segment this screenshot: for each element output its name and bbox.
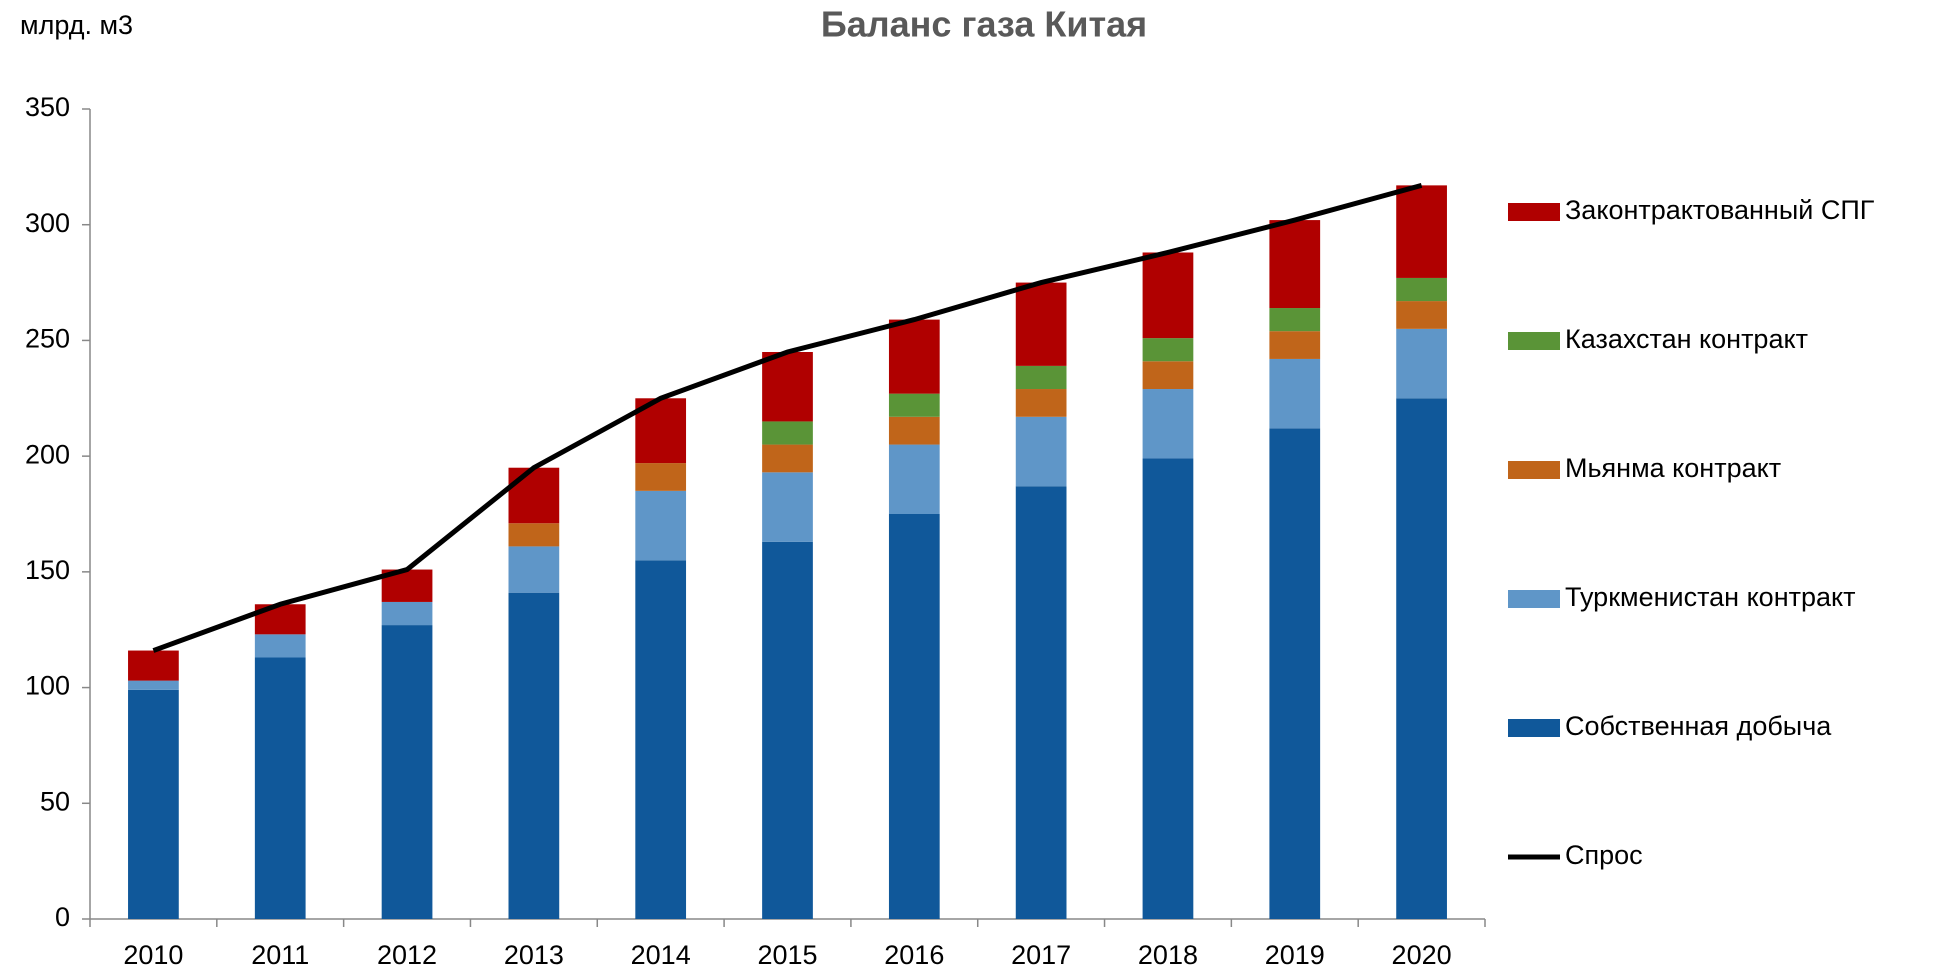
bar-segment [1269, 331, 1321, 359]
legend-label: Казахстан контракт [1565, 324, 1808, 354]
x-tick-label: 2012 [377, 940, 437, 970]
bar-segment [1269, 220, 1321, 309]
x-tick-label: 2019 [1265, 940, 1325, 970]
x-tick-label: 2018 [1138, 940, 1198, 970]
bar-segment [635, 490, 687, 561]
bar-segment [1142, 458, 1194, 919]
y-tick-label: 150 [25, 555, 70, 585]
x-tick-label: 2013 [504, 940, 564, 970]
bar-segment [128, 680, 179, 690]
bar-segment [508, 592, 560, 919]
y-tick-label: 350 [25, 92, 70, 122]
bar-segment [635, 560, 687, 919]
y-tick-label: 100 [25, 671, 70, 701]
bar-segment [1015, 389, 1067, 417]
bar-segment [1269, 308, 1321, 332]
demand-line [152, 182, 1423, 653]
x-tick-label: 2010 [123, 940, 183, 970]
legend-label: Законтрактованный СПГ [1565, 195, 1875, 225]
bar-segment [1396, 301, 1447, 329]
bar-segment [508, 523, 560, 547]
legend-label: Собственная добыча [1565, 711, 1832, 741]
bar-segment [1015, 365, 1067, 390]
bar-segment [254, 657, 306, 919]
bar-segment [1396, 277, 1447, 302]
x-tick-label: 2016 [884, 940, 944, 970]
bar-segment [635, 463, 687, 491]
legend-swatch [1508, 590, 1560, 608]
bar-segment [508, 546, 560, 593]
legend-label: Мьянма контракт [1565, 453, 1781, 483]
bar-segment [762, 352, 813, 422]
bar-segment [1142, 252, 1194, 339]
bar-segment [762, 541, 813, 919]
legend-label: Спрос [1565, 840, 1643, 870]
x-tick-label: 2020 [1392, 940, 1452, 970]
x-tick-label: 2011 [251, 940, 309, 970]
chart-title: Баланс газа Китая [821, 4, 1147, 45]
y-tick-label: 250 [25, 324, 70, 354]
bar-segment [1269, 358, 1321, 429]
y-tick-label: 200 [25, 439, 70, 469]
bar-segment [254, 634, 306, 658]
bar-segment [1396, 185, 1447, 278]
legend-swatch [1508, 332, 1560, 350]
y-tick-label: 300 [25, 208, 70, 238]
bar-segment [128, 689, 179, 919]
legend-swatch [1508, 461, 1560, 479]
bar-segment [1015, 486, 1067, 919]
bar-segment [508, 467, 560, 524]
y-axis-label: млрд. м3 [20, 10, 133, 40]
bar-segment [1015, 416, 1067, 487]
legend-swatch [1508, 203, 1560, 221]
bar-segment [1142, 361, 1194, 390]
bar-segment [128, 650, 179, 681]
legend-label: Туркменистан контракт [1565, 582, 1856, 612]
bar-segment [381, 625, 433, 919]
bar-segment [888, 319, 940, 394]
bar-segment [762, 444, 813, 473]
bar-segment [762, 472, 813, 542]
bar-segment [1142, 389, 1194, 459]
bar-segment [762, 421, 813, 445]
legend-swatch [1508, 719, 1560, 737]
bar-segment [1015, 282, 1067, 366]
y-tick-label: 0 [55, 902, 70, 932]
bar-segment [1142, 338, 1194, 362]
bar-segment [1269, 428, 1321, 919]
bar-segment [888, 416, 940, 445]
bar-segment [888, 393, 940, 417]
bar-segment [1396, 328, 1447, 399]
bar-segment [1396, 398, 1447, 919]
y-tick-label: 50 [40, 786, 70, 816]
bar-segment [888, 514, 940, 919]
bar-segment [888, 444, 940, 514]
bar-segment [381, 601, 433, 626]
x-tick-label: 2017 [1011, 940, 1071, 970]
x-tick-label: 2015 [757, 940, 817, 970]
x-tick-label: 2014 [631, 940, 691, 970]
